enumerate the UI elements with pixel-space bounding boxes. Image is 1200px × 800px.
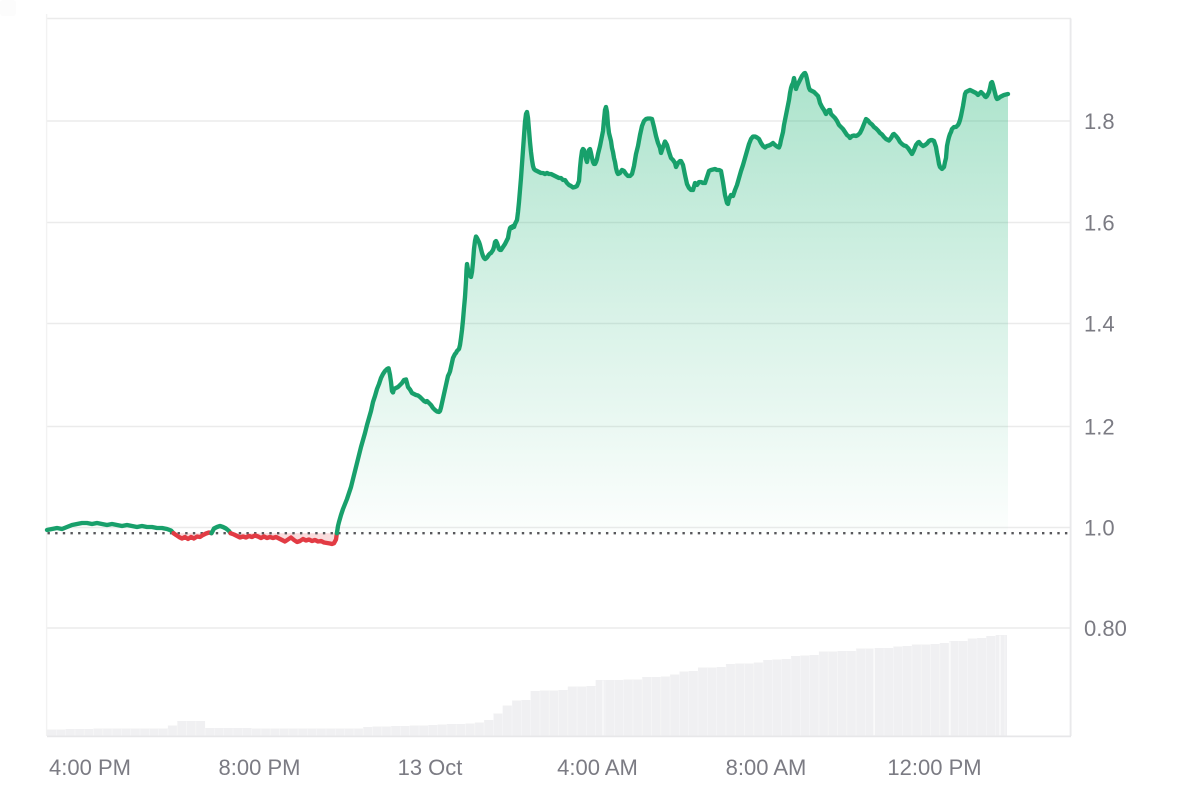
svg-text:1.6: 1.6: [1084, 210, 1115, 235]
svg-text:1.8: 1.8: [1084, 109, 1115, 134]
svg-text:1.4: 1.4: [1084, 311, 1115, 336]
svg-text:4:00 PM: 4:00 PM: [49, 755, 131, 780]
svg-text:8:00 AM: 8:00 AM: [726, 755, 807, 780]
svg-text:8:00 PM: 8:00 PM: [219, 755, 301, 780]
svg-text:13 Oct: 13 Oct: [398, 755, 463, 780]
svg-text:1.0: 1.0: [1084, 515, 1115, 540]
svg-text:1.2: 1.2: [1084, 414, 1115, 439]
svg-text:12:00 PM: 12:00 PM: [887, 755, 981, 780]
svg-text:4:00 AM: 4:00 AM: [557, 755, 638, 780]
svg-text:0.80: 0.80: [1084, 616, 1127, 641]
